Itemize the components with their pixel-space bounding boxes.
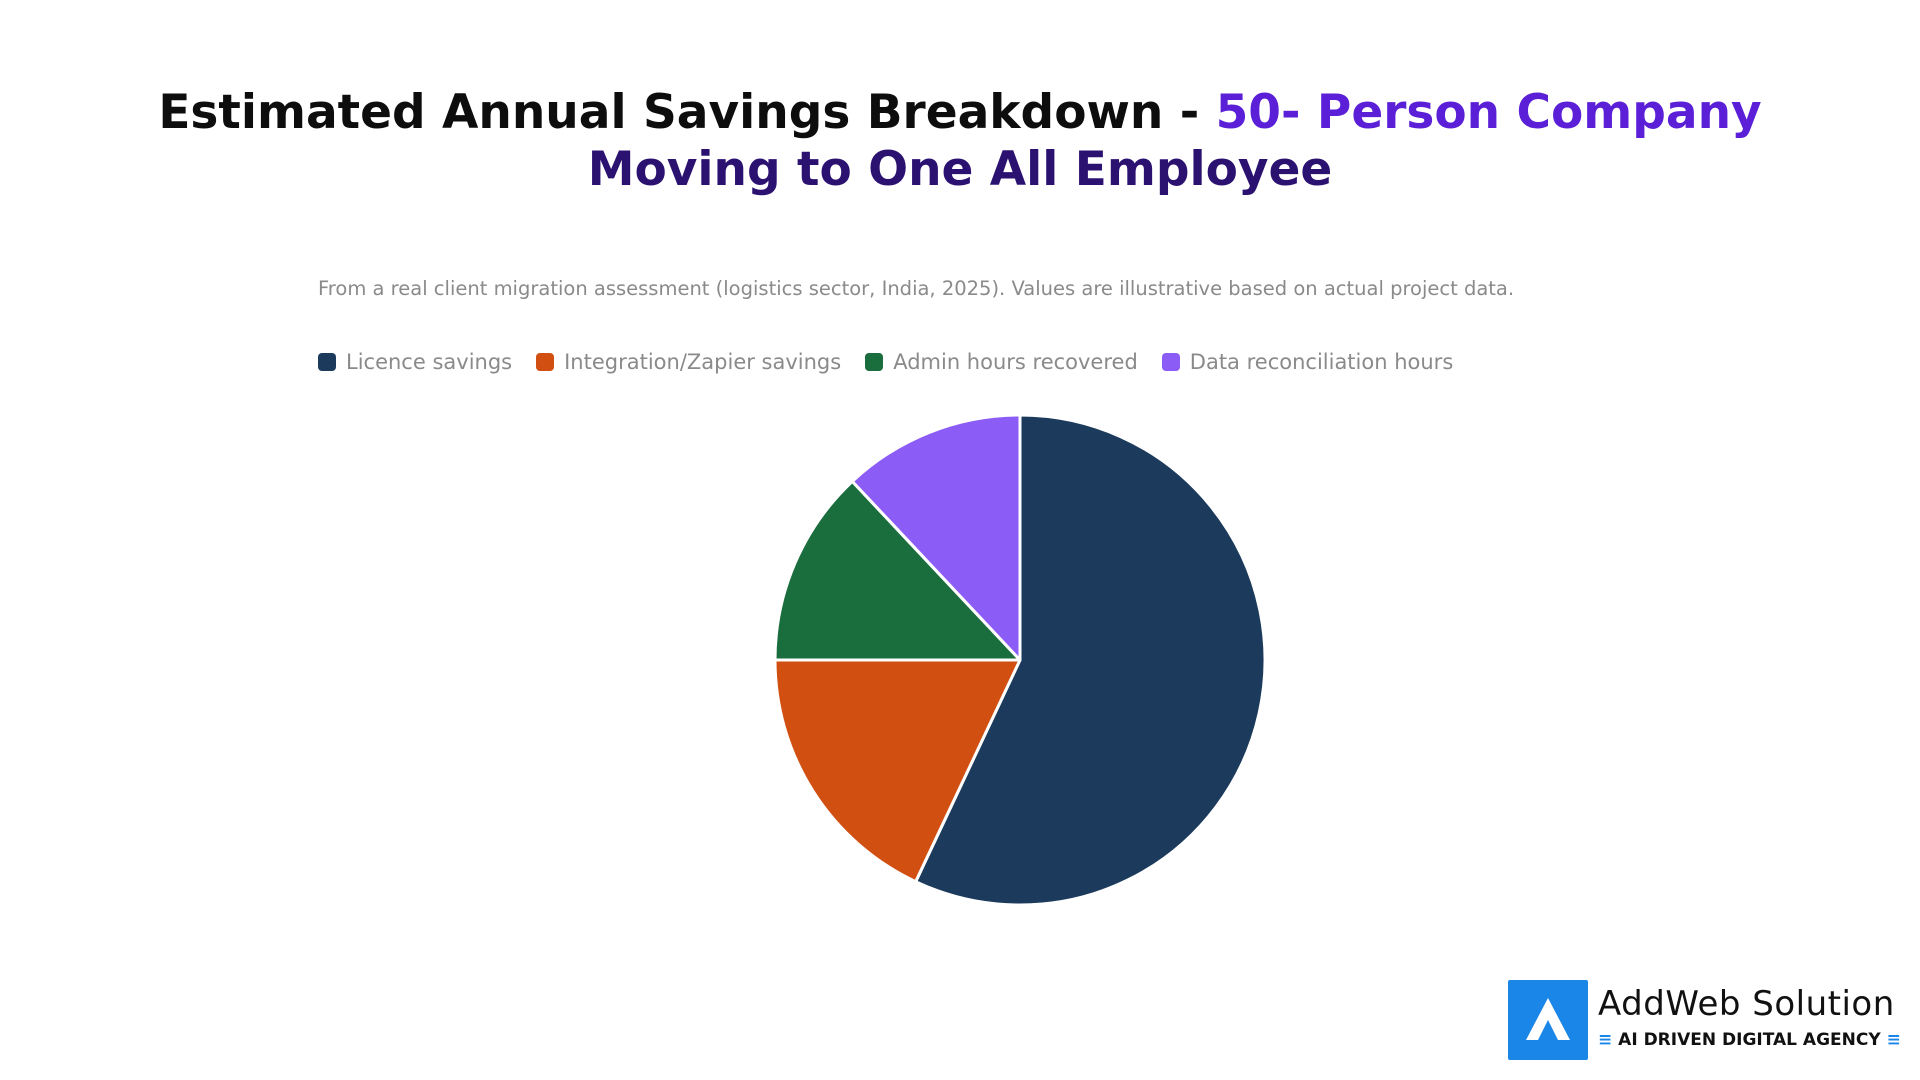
chart-title-part1: Estimated Annual Savings Breakdown - — [158, 85, 1216, 140]
legend-swatch-data — [1161, 353, 1180, 371]
tagline-left-decor-icon: ≡ — [1598, 1030, 1619, 1050]
legend-label-data: Data reconciliation hours — [1189, 350, 1454, 374]
pie-slice-licence[interactable] — [914, 413, 1267, 907]
legend-swatch-admin — [865, 353, 884, 371]
legend-item-integration[interactable]: Integration/Zapier savings — [536, 350, 841, 374]
pie-chart — [773, 413, 1267, 907]
pie-slice-integration[interactable] — [773, 658, 1022, 884]
legend-label-integration: Integration/Zapier savings — [564, 350, 842, 374]
legend-swatch-licence — [318, 353, 336, 371]
chart-title-part2: 50- Person Company — [1215, 85, 1762, 140]
legend-label-admin: Admin hours recovered — [893, 350, 1138, 374]
addweb-logo-icon — [1508, 980, 1588, 1060]
brand-logo: AddWeb Solution ≡ AI DRIVEN DIGITAL AGEN… — [1508, 980, 1908, 1064]
chart-title-part3: Moving to One All Employee — [587, 142, 1333, 197]
chart-subtitle: From a real client migration assessment … — [318, 277, 1515, 300]
chart-legend: Licence savings Integration/Zapier savin… — [318, 350, 1453, 374]
brand-name: AddWeb Solution — [1598, 984, 1895, 1024]
brand-tagline: AI DRIVEN DIGITAL AGENCY — [1618, 1030, 1881, 1050]
tagline-right-decor-icon: ≡ — [1880, 1030, 1901, 1050]
legend-item-licence[interactable]: Licence savings — [318, 350, 512, 374]
legend-swatch-integration — [536, 353, 555, 371]
legend-item-data[interactable]: Data reconciliation hours — [1161, 350, 1454, 374]
pie-slice-data[interactable] — [850, 413, 1022, 662]
chart-title: Estimated Annual Savings Breakdown - 50-… — [0, 84, 1920, 198]
pie-slice-admin[interactable] — [773, 479, 1022, 662]
brand-tagline-row: ≡ AI DRIVEN DIGITAL AGENCY ≡ — [1598, 1030, 1901, 1050]
legend-label-licence: Licence savings — [346, 350, 513, 374]
legend-item-admin[interactable]: Admin hours recovered — [865, 350, 1138, 374]
